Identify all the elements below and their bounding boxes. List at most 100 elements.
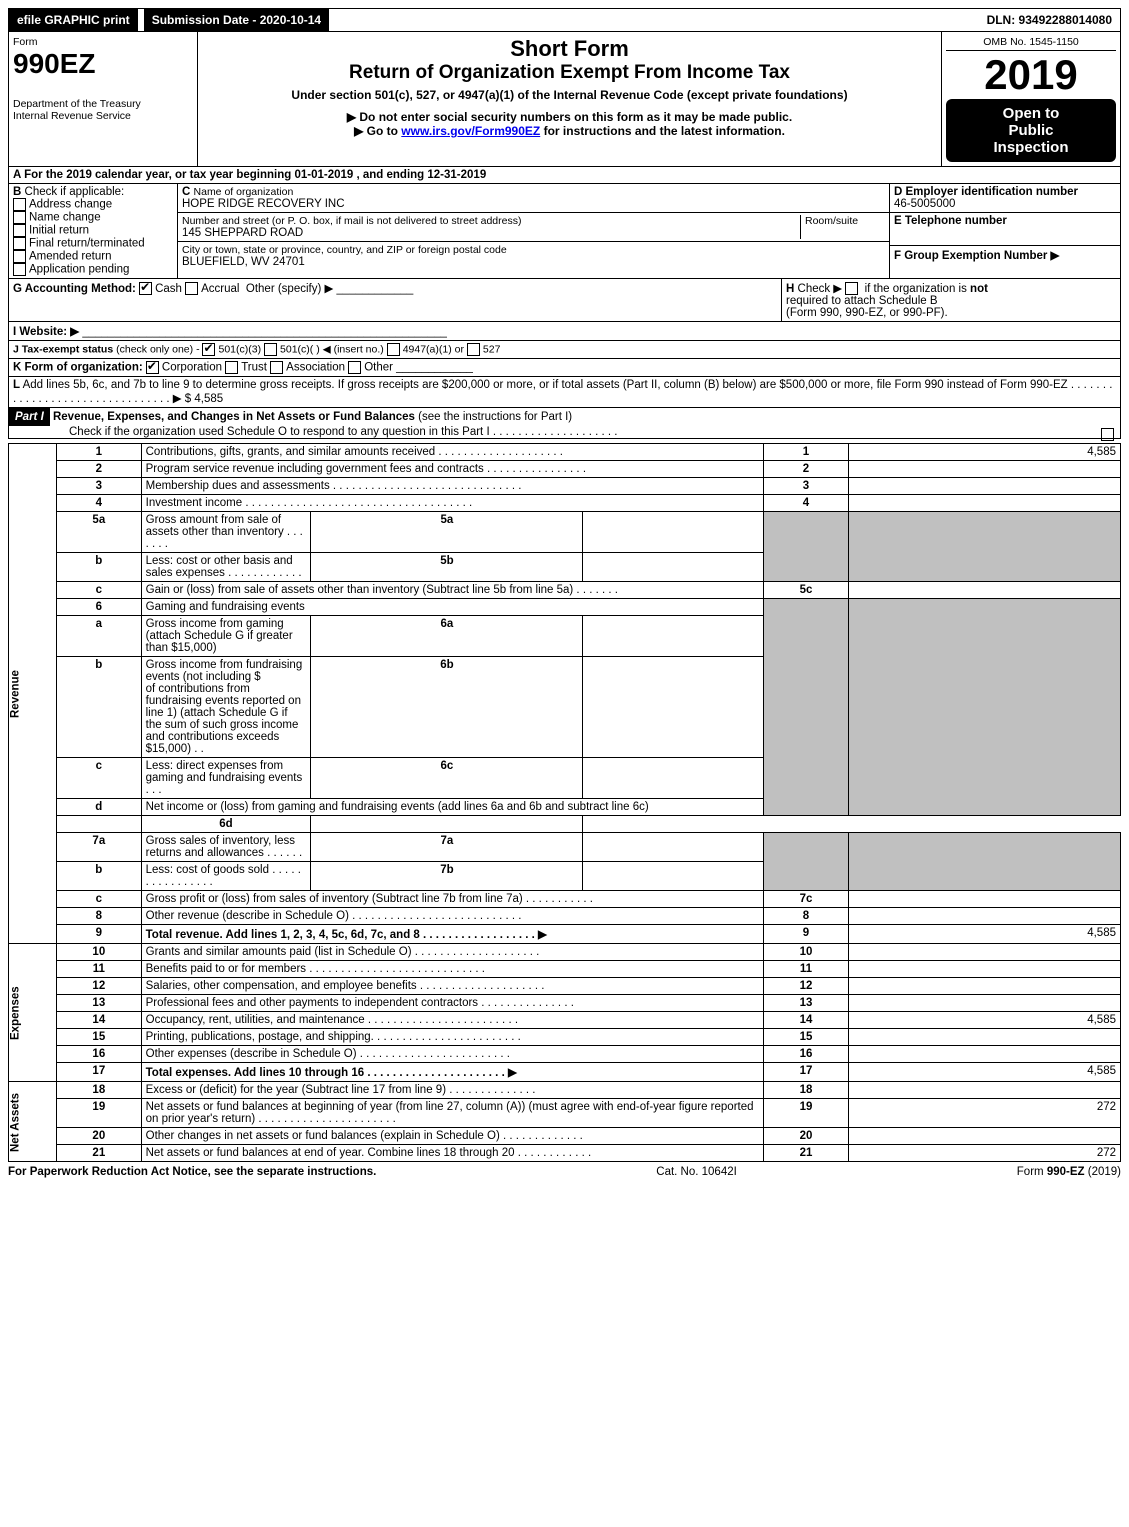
- ln-7b: b: [57, 862, 142, 891]
- c-addr-label: Number and street (or P. O. box, if mail…: [182, 215, 521, 227]
- table-row: 14 Occupancy, rent, utilities, and maint…: [9, 1012, 1121, 1029]
- h-text3: required to attach Schedule B: [786, 295, 938, 307]
- part1-badge: Part I: [9, 408, 50, 426]
- lv-4: [848, 495, 1120, 512]
- shade-6v: [848, 599, 1120, 816]
- dln-label: DLN: 93492288014080: [979, 9, 1120, 31]
- lc-4: 4: [764, 495, 849, 512]
- cb-schedule-o-part1[interactable]: [1101, 428, 1114, 441]
- vert-revenue: Revenue: [9, 444, 57, 944]
- org-name: HOPE RIDGE RECOVERY INC: [182, 198, 345, 210]
- box-def: D Employer identification number 46-5005…: [890, 184, 1120, 278]
- h-text4: (Form 990, 990-EZ, or 990-PF).: [786, 307, 948, 319]
- lv-6d: [311, 816, 583, 833]
- cb-application-pending[interactable]: [13, 263, 26, 276]
- page-footer: For Paperwork Reduction Act Notice, see …: [8, 1162, 1121, 1182]
- cb-4947a1[interactable]: [387, 343, 400, 356]
- lc-2: 2: [764, 461, 849, 478]
- part1-lines-table: Revenue 1 Contributions, gifts, grants, …: [8, 443, 1121, 1162]
- row-gh: G Accounting Method: Cash Accrual Other …: [8, 279, 1121, 322]
- table-row: c Gain or (loss) from sale of assets oth…: [9, 582, 1121, 599]
- cb-corporation[interactable]: [146, 361, 159, 374]
- lv-18: [848, 1082, 1120, 1099]
- lc-1: 1: [764, 444, 849, 461]
- row-i: I Website: ▶ ___________________________…: [8, 322, 1121, 341]
- period-text: For the 2019 calendar year, or tax year …: [24, 169, 486, 181]
- ln-1: 1: [57, 444, 142, 461]
- lv-20: [848, 1128, 1120, 1145]
- table-row: 6 Gaming and fundraising events: [9, 599, 1121, 616]
- cb-amended-return[interactable]: [13, 250, 26, 263]
- table-row: 11 Benefits paid to or for members . . .…: [9, 961, 1121, 978]
- lv-3: [848, 478, 1120, 495]
- cb-trust[interactable]: [225, 361, 238, 374]
- cb-527[interactable]: [467, 343, 480, 356]
- cb-final-return[interactable]: [13, 237, 26, 250]
- cb-other-org[interactable]: [348, 361, 361, 374]
- cb-501c3[interactable]: [202, 343, 215, 356]
- h-not: not: [970, 283, 988, 295]
- table-row: 12 Salaries, other compensation, and emp…: [9, 978, 1121, 995]
- k-label: K Form of organization:: [13, 362, 143, 374]
- sv-7b: [583, 862, 764, 891]
- goto-instructions: ▶ Go to www.irs.gov/Form990EZ for instru…: [202, 124, 937, 138]
- table-row: 17 Total expenses. Add lines 10 through …: [9, 1063, 1121, 1082]
- goto-suffix: for instructions and the latest informat…: [544, 124, 785, 138]
- table-row: 5a Gross amount from sale of assets othe…: [9, 512, 1121, 553]
- ln-5a: 5a: [57, 512, 142, 553]
- lc-10: 10: [764, 944, 849, 961]
- lv-17: 4,585: [848, 1063, 1120, 1082]
- table-row: c Gross profit or (loss) from sales of i…: [9, 891, 1121, 908]
- opt-527: 527: [483, 344, 501, 356]
- submission-date-badge: Submission Date - 2020-10-14: [144, 9, 329, 31]
- table-row: Net Assets 18 Excess or (deficit) for th…: [9, 1082, 1121, 1099]
- opt-amended-return: Amended return: [29, 251, 111, 263]
- lv-19: 272: [848, 1099, 1120, 1128]
- return-title: Return of Organization Exempt From Incom…: [202, 62, 937, 84]
- ln-16: 16: [57, 1046, 142, 1063]
- ln-5b: b: [57, 553, 142, 582]
- sv-5b: [583, 553, 764, 582]
- lv-1: 4,585: [848, 444, 1120, 461]
- cb-501c[interactable]: [264, 343, 277, 356]
- cb-cash[interactable]: [139, 282, 152, 295]
- cb-address-change[interactable]: [13, 198, 26, 211]
- lt-9: Total revenue. Add lines 1, 2, 3, 4, 5c,…: [146, 929, 547, 941]
- cb-schedule-b-not-required[interactable]: [845, 282, 858, 295]
- h-text1: Check ▶: [798, 283, 843, 295]
- c-name-label: Name of organization: [194, 186, 294, 198]
- irs-link[interactable]: www.irs.gov/Form990EZ: [401, 124, 540, 138]
- row-k: K Form of organization: Corporation Trus…: [8, 359, 1121, 377]
- lt-7a: Gross sales of inventory, less returns a…: [141, 833, 311, 862]
- opt-address-change: Address change: [29, 199, 112, 211]
- j-note: (check only one) -: [116, 344, 199, 356]
- lt-15: Printing, publications, postage, and shi…: [141, 1029, 764, 1046]
- cb-name-change[interactable]: [13, 211, 26, 224]
- cb-initial-return[interactable]: [13, 224, 26, 237]
- table-row: 15 Printing, publications, postage, and …: [9, 1029, 1121, 1046]
- table-row: 3 Membership dues and assessments . . . …: [9, 478, 1121, 495]
- lc-16: 16: [764, 1046, 849, 1063]
- opt-other-method: Other (specify) ▶: [246, 283, 333, 295]
- opt-final-return: Final return/terminated: [29, 238, 145, 250]
- l-text: Add lines 5b, 6c, and 7b to line 9 to de…: [13, 379, 1112, 405]
- table-row: 20 Other changes in net assets or fund b…: [9, 1128, 1121, 1145]
- box-c: C Name of organization HOPE RIDGE RECOVE…: [178, 184, 890, 278]
- efile-print-button[interactable]: efile GRAPHIC print: [9, 9, 138, 31]
- lt-6b: Gross income from fundraising events (no…: [141, 657, 311, 758]
- row-j: J Tax-exempt status (check only one) - 5…: [8, 341, 1121, 359]
- entity-block: B Check if applicable: Address change Na…: [8, 184, 1121, 279]
- lc-17: 17: [764, 1063, 849, 1082]
- cb-association[interactable]: [270, 361, 283, 374]
- sv-5a: [583, 512, 764, 553]
- l-label: L: [13, 379, 20, 391]
- lt-4: Investment income . . . . . . . . . . . …: [141, 495, 764, 512]
- lc-11: 11: [764, 961, 849, 978]
- ln-17: 17: [57, 1063, 142, 1082]
- cb-accrual[interactable]: [185, 282, 198, 295]
- top-bar: efile GRAPHIC print Submission Date - 20…: [8, 8, 1121, 32]
- lt-7b: Less: cost of goods sold . . . . . . . .…: [141, 862, 311, 891]
- sv-7a: [583, 833, 764, 862]
- shade-7: [764, 833, 849, 891]
- lc-18: 18: [764, 1082, 849, 1099]
